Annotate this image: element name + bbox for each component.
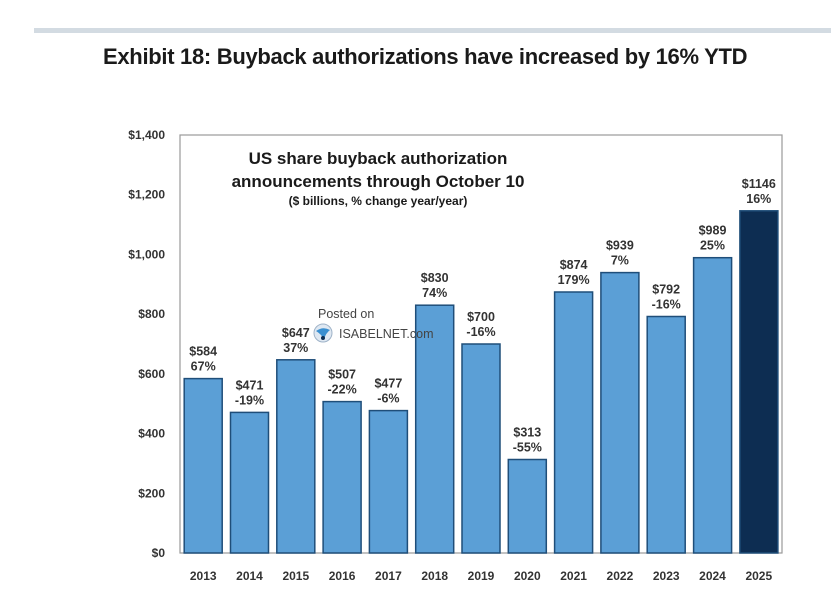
x-tick-label: 2020 bbox=[514, 569, 541, 583]
pct-label-2019: -16% bbox=[466, 325, 495, 339]
chart-subtitle: ($ billions, % change year/year) bbox=[289, 194, 468, 208]
pct-label-2017: -6% bbox=[377, 392, 399, 406]
x-tick-label: 2018 bbox=[421, 569, 448, 583]
value-label-2020: $313 bbox=[513, 426, 541, 440]
bar-2016 bbox=[322, 400, 362, 554]
value-label-2016: $507 bbox=[328, 368, 356, 382]
pct-label-2018: 74% bbox=[422, 286, 447, 300]
bar-2019 bbox=[461, 343, 501, 554]
y-tick-label: $1,200 bbox=[128, 188, 165, 202]
bar-2014 bbox=[229, 411, 270, 554]
x-tick-label: 2019 bbox=[468, 569, 495, 583]
pct-label-2014: -19% bbox=[235, 393, 264, 407]
chart-title-line-2: announcements through October 10 bbox=[232, 172, 525, 191]
x-tick-label: 2023 bbox=[653, 569, 680, 583]
pct-label-2022: 7% bbox=[611, 254, 629, 268]
bar-2024 bbox=[692, 256, 733, 554]
x-tick-label: 2015 bbox=[282, 569, 309, 583]
pct-label-2024: 25% bbox=[700, 239, 725, 253]
watermark-line-2: ISABELNET.com bbox=[339, 327, 433, 341]
pct-label-2023: -16% bbox=[652, 298, 681, 312]
value-label-2025: $1146 bbox=[742, 177, 776, 191]
y-tick-label: $1,000 bbox=[128, 247, 165, 261]
y-tick-label: $600 bbox=[138, 367, 165, 381]
value-label-2023: $792 bbox=[652, 283, 680, 297]
exhibit-title: Exhibit 18: Buyback authorizations have … bbox=[103, 44, 748, 69]
bar-2017 bbox=[368, 409, 409, 554]
x-tick-label: 2017 bbox=[375, 569, 402, 583]
value-label-2022: $939 bbox=[606, 239, 634, 253]
value-label-2019: $700 bbox=[467, 310, 495, 324]
y-tick-label: $1,400 bbox=[128, 128, 165, 142]
bar-2015 bbox=[276, 359, 316, 554]
chart-title-line-1: US share buyback authorization bbox=[249, 149, 508, 168]
pct-label-2025: 16% bbox=[746, 192, 771, 206]
value-label-2024: $989 bbox=[699, 224, 727, 238]
bar-2022 bbox=[600, 271, 640, 554]
value-label-2017: $477 bbox=[374, 377, 402, 391]
value-label-2021: $874 bbox=[560, 258, 588, 272]
bar-2018 bbox=[414, 304, 455, 554]
y-tick-label: $800 bbox=[138, 307, 165, 321]
x-tick-label: 2021 bbox=[560, 569, 587, 583]
x-tick-label: 2014 bbox=[236, 569, 263, 583]
pct-label-2016: -22% bbox=[328, 383, 357, 397]
x-tick-label: 2013 bbox=[190, 569, 217, 583]
y-tick-label: $400 bbox=[138, 427, 165, 441]
watermark-line-1: Posted on bbox=[318, 307, 374, 321]
x-tick-label: 2025 bbox=[745, 569, 772, 583]
bar-2023 bbox=[646, 315, 686, 554]
value-label-2018: $830 bbox=[421, 271, 449, 285]
isabelnet-logo-icon bbox=[313, 323, 333, 343]
pct-label-2015: 37% bbox=[283, 341, 308, 355]
y-tick-label: $200 bbox=[138, 486, 165, 500]
bar-2020 bbox=[507, 458, 548, 554]
pct-label-2020: -55% bbox=[513, 441, 542, 455]
bar-2013 bbox=[183, 377, 223, 554]
value-label-2014: $471 bbox=[236, 378, 264, 392]
pct-label-2013: 67% bbox=[191, 360, 216, 374]
watermark: Posted on ISABELNET.com bbox=[313, 307, 433, 343]
x-tick-label: 2016 bbox=[329, 569, 356, 583]
top-divider bbox=[34, 28, 831, 33]
pct-label-2021: 179% bbox=[558, 273, 590, 287]
bar-2025 bbox=[739, 210, 779, 554]
x-tick-label: 2022 bbox=[607, 569, 634, 583]
value-label-2013: $584 bbox=[189, 345, 217, 359]
y-tick-label: $0 bbox=[152, 546, 166, 560]
bar-2021 bbox=[553, 291, 594, 554]
value-label-2015: $647 bbox=[282, 326, 310, 340]
x-tick-label: 2024 bbox=[699, 569, 726, 583]
